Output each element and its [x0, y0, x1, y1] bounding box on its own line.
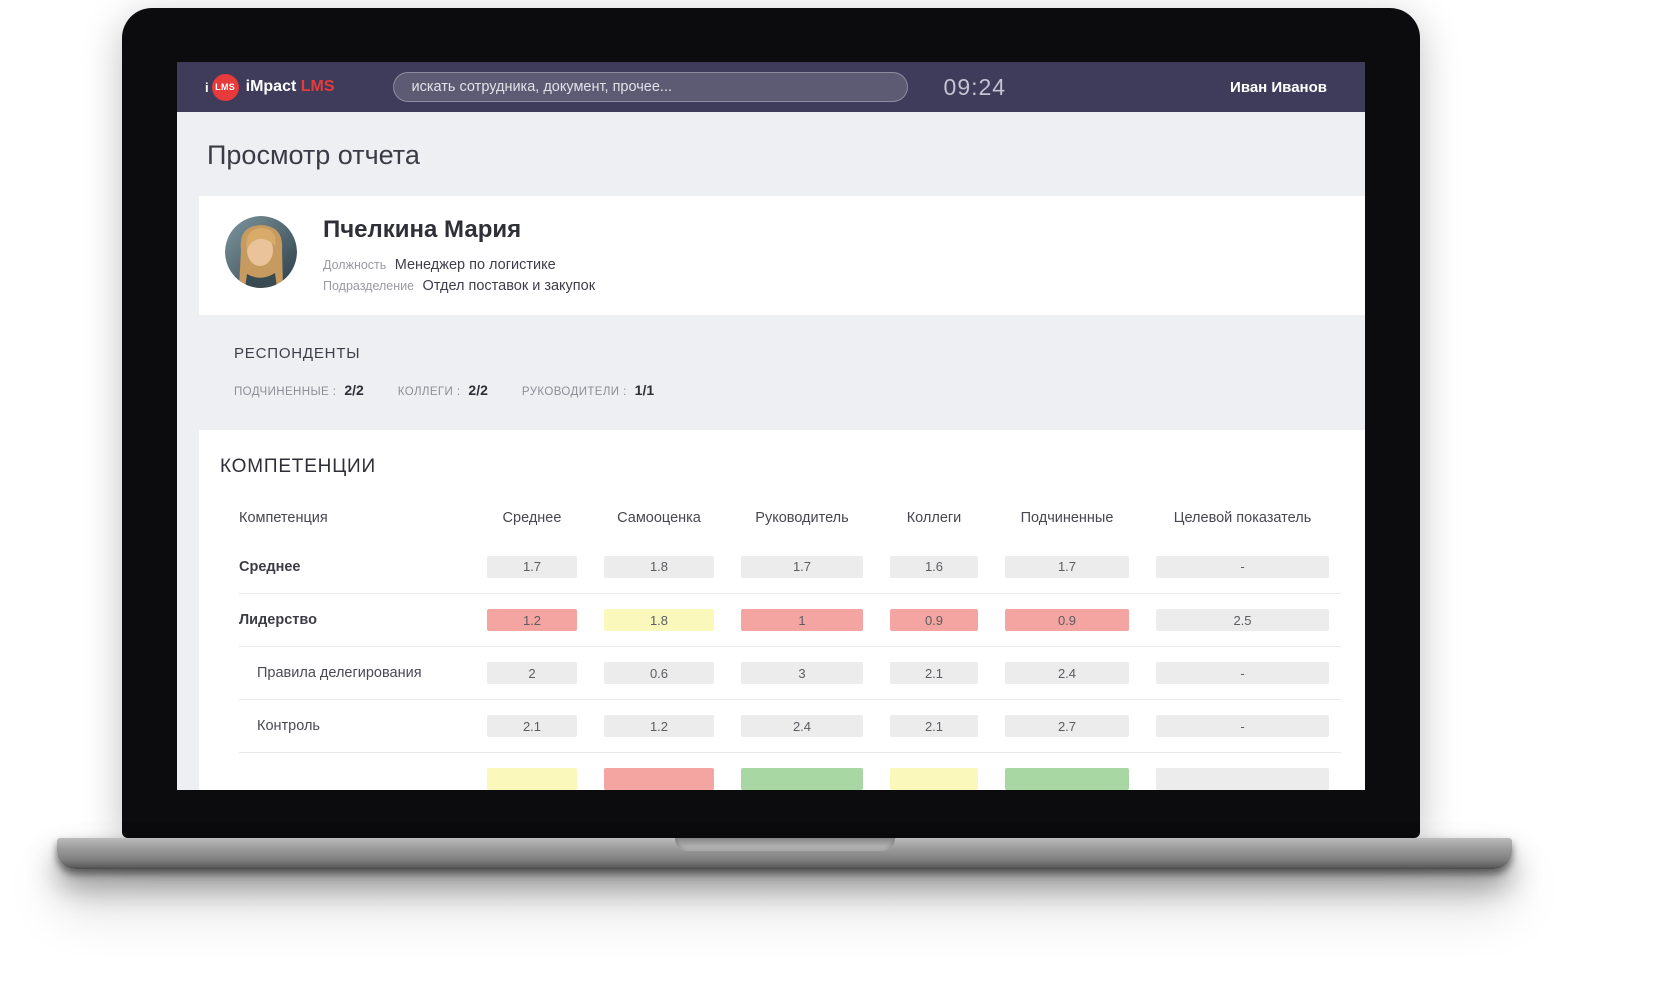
score-cell: 1.6	[890, 555, 978, 578]
score-cell: 3	[741, 662, 863, 684]
column-header: Руководитель	[755, 510, 849, 526]
column-header: Целевой показатель	[1173, 510, 1312, 526]
stat-value: 1/1	[634, 382, 655, 398]
score-cell: 2.1	[890, 715, 978, 737]
department-label: Подразделение	[323, 279, 415, 293]
respondents-stats: ПОДЧИНЕННЫЕ : 2/2 КОЛЛЕГИ : 2/2 РУКОВОДИ…	[234, 382, 1365, 398]
score-cell: 2.5	[1156, 609, 1329, 631]
score-cell: 2.1	[890, 662, 978, 684]
score-cell: 2.4	[1005, 662, 1129, 684]
stat-label: РУКОВОДИТЕЛИ :	[521, 386, 627, 398]
avatar	[225, 216, 297, 288]
competencies-title: КОМПЕТЕНЦИИ	[220, 456, 376, 477]
competency-name: Правила делегирования	[257, 665, 422, 681]
score-cell: 2.7	[1005, 715, 1129, 737]
score-cell	[1005, 768, 1129, 790]
score-cell	[487, 768, 577, 790]
score-cell: -	[1156, 662, 1329, 684]
respondents-section: РЕСПОНДЕНТЫ ПОДЧИНЕННЫЕ : 2/2 КОЛЛЕГИ : …	[234, 345, 1365, 398]
avatar-photo	[225, 216, 297, 288]
topbar: i LMS iMpact LMS 09:24 Иван Иванов	[177, 62, 1365, 112]
position-label: Должность	[323, 258, 387, 272]
stat-label: ПОДЧИНЕННЫЕ :	[234, 386, 337, 398]
stat-managers: РУКОВОДИТЕЛИ : 1/1	[522, 382, 654, 398]
brand-text: iMpact LMS	[246, 78, 335, 96]
laptop-base	[57, 838, 1512, 869]
competency-name: Контроль	[257, 718, 320, 734]
table-body: Среднее 1.7 1.8 1.7 1.6 1.7 - Лидерство 1.2 1.8 1 0…	[239, 540, 1341, 790]
search-input[interactable]	[392, 72, 908, 102]
score-cell: 1	[741, 609, 863, 631]
page-content: Просмотр отчета	[177, 112, 1365, 790]
stat-value: 2/2	[344, 382, 364, 398]
score-cell: 2	[487, 662, 577, 684]
logo-badge: LMS	[211, 73, 239, 101]
score-cell: 2.1	[487, 715, 577, 737]
score-cell: 0.9	[890, 609, 978, 631]
table-row: Среднее 1.7 1.8 1.7 1.6 1.7 -	[239, 540, 1341, 593]
score-cell: 1.8	[604, 609, 714, 631]
stat-colleagues: КОЛЛЕГИ : 2/2	[398, 382, 488, 398]
clock: 09:24	[943, 73, 1007, 100]
column-header: Компетенция	[239, 510, 328, 526]
column-header: Коллеги	[906, 510, 962, 526]
column-header: Среднее	[502, 510, 562, 526]
laptop-base-notch	[674, 838, 895, 851]
column-header: Самооценка	[617, 510, 701, 526]
department-value: Отдел поставок и закупок	[422, 278, 596, 294]
score-cell: 2.4	[741, 715, 863, 737]
laptop-frame: i LMS iMpact LMS 09:24 Иван Иванов Просм…	[122, 8, 1420, 838]
table-header-row: Компетенция Среднее Самооценка Руководитель…	[239, 510, 1341, 526]
table-row: Правила делегирования 2 0.6 3 2.1 2.4 -	[239, 646, 1341, 699]
stat-value: 2/2	[468, 382, 488, 398]
app-logo[interactable]: i LMS iMpact LMS	[205, 73, 335, 101]
column-header: Подчиненные	[1020, 510, 1114, 526]
competency-name: Среднее	[239, 558, 301, 575]
app-screen: i LMS iMpact LMS 09:24 Иван Иванов Просм…	[177, 62, 1365, 790]
score-cell: -	[1156, 555, 1329, 578]
brand-impact: iMpact	[245, 78, 297, 95]
score-cell: 1.8	[604, 555, 714, 578]
score-cell	[604, 768, 714, 790]
page-title: Просмотр отчета	[207, 140, 420, 170]
score-cell	[741, 768, 863, 790]
employee-name: Пчелкина Мария	[323, 216, 522, 243]
competencies-section: КОМПЕТЕНЦИИ Компетенция Среднее Самооценка…	[199, 430, 1365, 790]
table-row: Контроль 2.1 1.2 2.4 2.1 2.7 -	[239, 699, 1341, 752]
respondents-title: РЕСПОНДЕНТЫ	[234, 345, 361, 362]
competencies-table: Компетенция Среднее Самооценка Руководитель…	[239, 510, 1341, 790]
current-user[interactable]: Иван Иванов	[1230, 78, 1327, 96]
position-value: Менеджер по логистике	[394, 257, 556, 273]
score-cell: 1.2	[604, 715, 714, 737]
profile-card: Пчелкина Мария Должность Менеджер по лог…	[199, 196, 1365, 315]
table-row	[239, 752, 1341, 790]
score-cell: 1.7	[487, 555, 577, 578]
score-cell: 1.2	[487, 609, 577, 631]
stat-label: КОЛЛЕГИ :	[397, 386, 461, 398]
table-row: Лидерство 1.2 1.8 1 0.9 0.9 2.5	[239, 593, 1341, 646]
logo-i-mark: i	[205, 79, 209, 95]
score-cell	[890, 768, 978, 790]
score-cell: 0.9	[1005, 609, 1129, 631]
position-row: Должность Менеджер по логистике	[323, 256, 595, 274]
score-cell: 1.7	[1005, 555, 1129, 578]
stat-subordinates: ПОДЧИНЕННЫЕ : 2/2	[234, 382, 364, 398]
profile-info: Пчелкина Мария Должность Менеджер по лог…	[323, 216, 595, 295]
brand-lms: LMS	[300, 78, 335, 95]
competency-name: Лидерство	[239, 612, 317, 628]
score-cell: 1.7	[741, 555, 863, 578]
score-cell: -	[1156, 715, 1329, 737]
score-cell: 0.6	[604, 662, 714, 684]
department-row: Подразделение Отдел поставок и закупок	[323, 277, 595, 295]
score-cell	[1156, 768, 1329, 790]
